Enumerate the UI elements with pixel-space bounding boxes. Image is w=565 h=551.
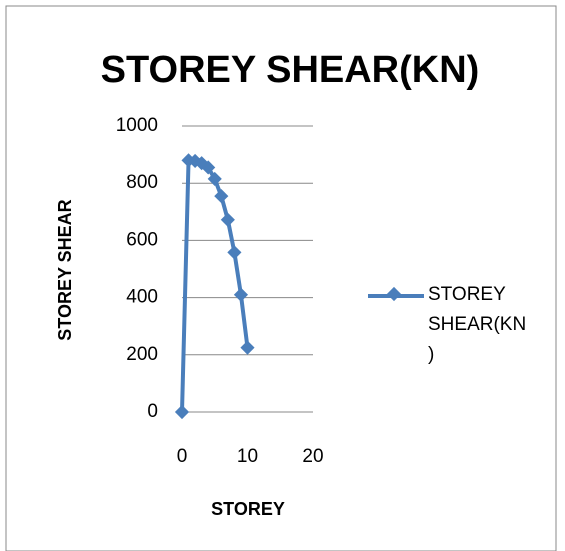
x-axis-label: STOREY [211, 499, 285, 519]
y-tick-label: 200 [126, 344, 158, 365]
y-tick-label: 0 [147, 401, 158, 422]
chart-title: STOREY SHEAR(KN) [101, 49, 480, 91]
y-tick-label: 1000 [116, 115, 158, 136]
data-point [174, 404, 190, 420]
x-tick-label: 0 [177, 446, 188, 467]
x-tick-label: 20 [302, 446, 323, 467]
x-tick-label: 10 [237, 446, 258, 467]
data-point [240, 340, 255, 355]
y-tick-label: 600 [126, 229, 158, 250]
y-axis-label: STOREY SHEAR [55, 199, 75, 340]
legend-marker [386, 286, 402, 302]
legend-label: STOREY SHEAR(KN) [428, 284, 527, 365]
data-point [207, 171, 222, 186]
chart-frame [5, 5, 557, 551]
y-tick-label: 400 [126, 287, 158, 308]
data-point [214, 188, 229, 204]
y-tick-label: 800 [126, 172, 158, 193]
data-point [201, 160, 216, 175]
data-point [233, 287, 249, 302]
data-point [220, 212, 235, 227]
